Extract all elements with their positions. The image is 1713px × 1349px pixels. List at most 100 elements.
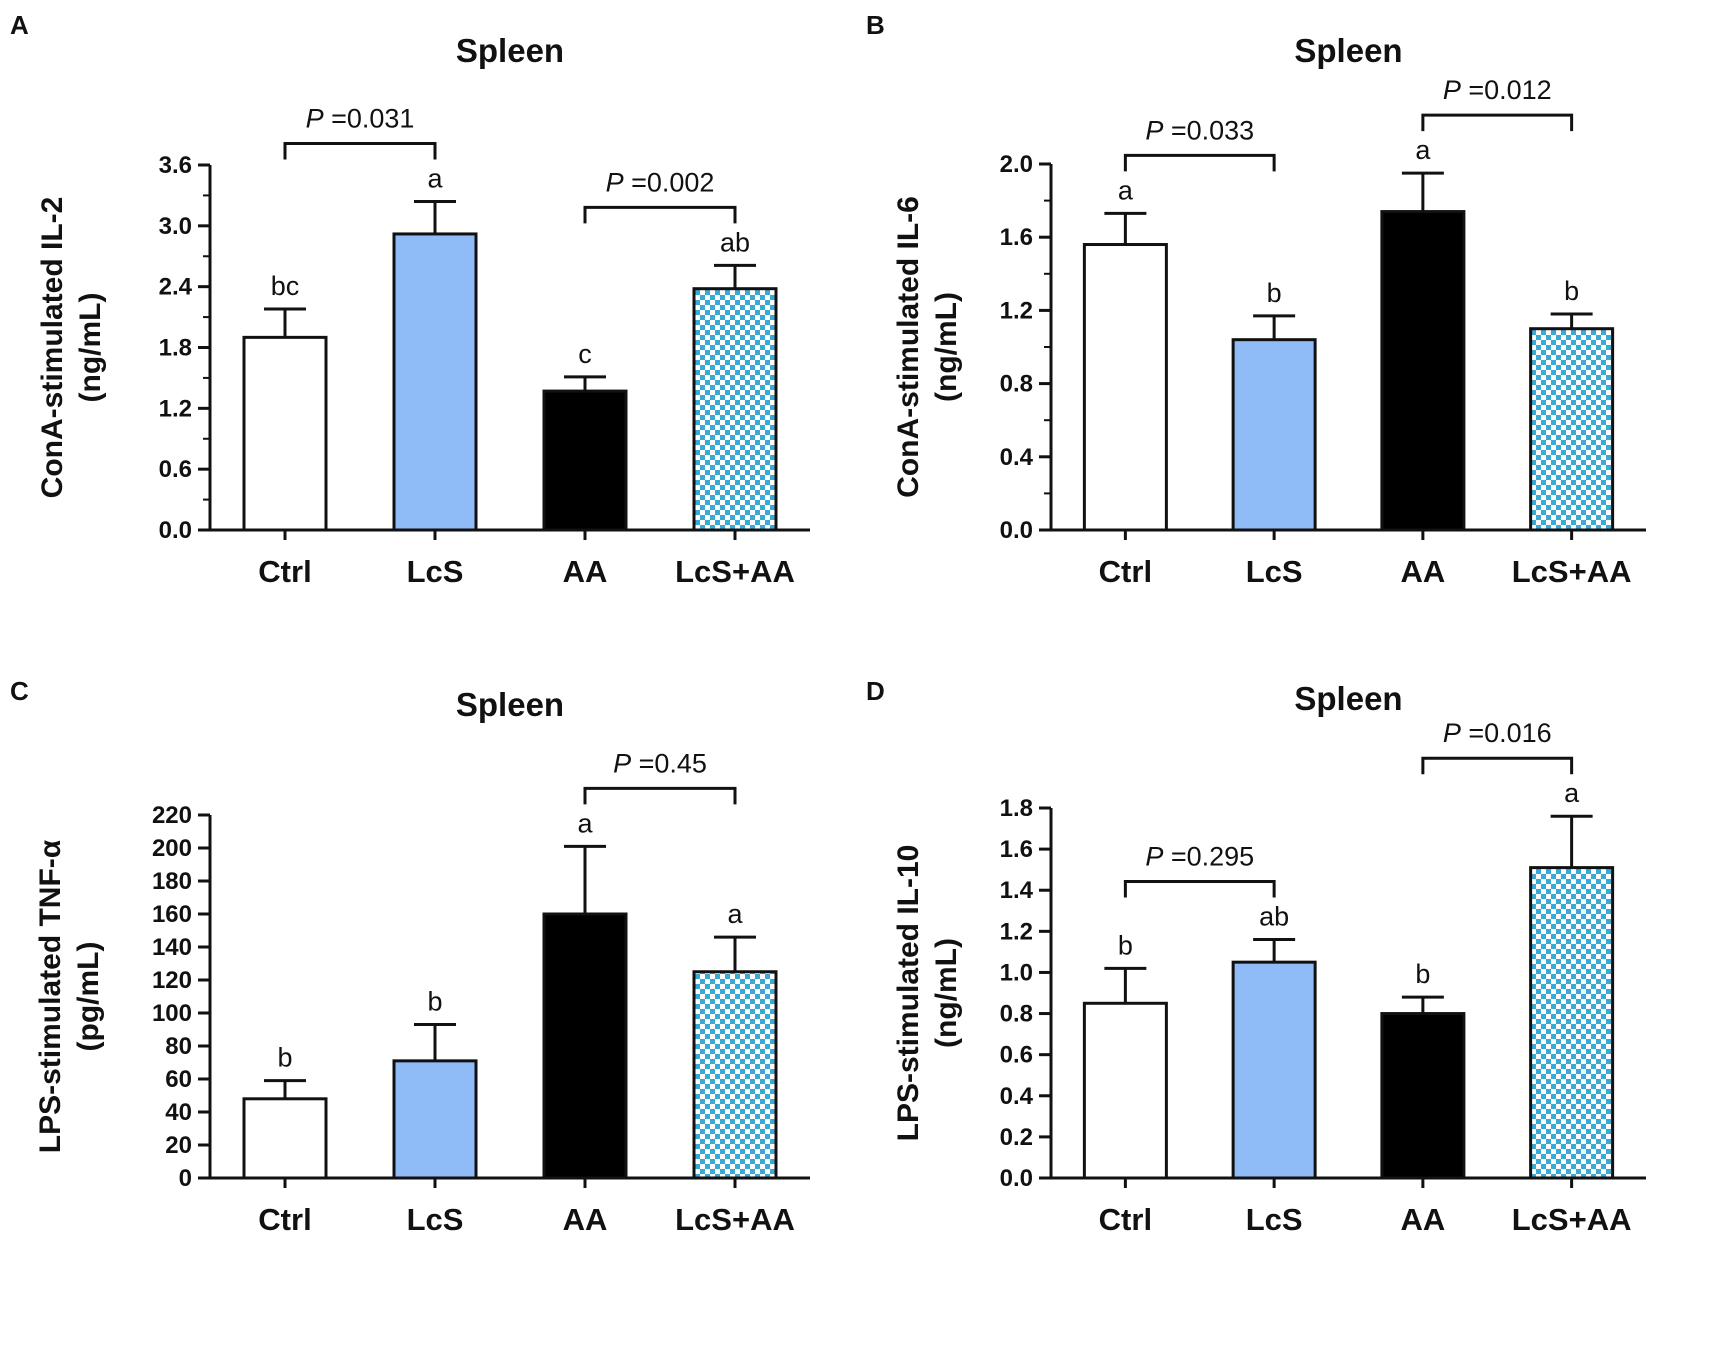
- category-label: AA: [1400, 554, 1445, 589]
- category-label: LcS+AA: [675, 554, 795, 589]
- y-axis-label-line1: LPS-stimulated IL-10: [892, 845, 925, 1142]
- p-value-symbol: P: [1443, 718, 1461, 748]
- comparison-bracket: [1123, 880, 1276, 898]
- y-tick-label: 140: [152, 934, 192, 961]
- bracket-line: [1123, 153, 1276, 172]
- significance-label: b: [1118, 930, 1133, 960]
- bar: [542, 912, 628, 1180]
- bar: [542, 389, 628, 532]
- y-tick-label: 40: [165, 1099, 192, 1126]
- y-axis-label: ConA-stimulated IL-6 (ng/mL): [892, 196, 963, 498]
- p-value-text: =0.016: [1461, 718, 1552, 748]
- y-axis-label-line1: LPS-stimulated TNF-α: [34, 839, 67, 1153]
- y-axis-label-line1: ConA-stimulated IL-2: [36, 197, 69, 499]
- category-label: LcS: [1246, 1202, 1303, 1237]
- y-tick-label: 1.0: [1000, 959, 1033, 986]
- bracket-line: [1421, 756, 1574, 775]
- p-value-symbol: P: [1145, 842, 1163, 872]
- y-tick-label: 1.2: [1000, 918, 1033, 945]
- p-value-label: P =0.016: [1443, 718, 1552, 748]
- category-label: LcS: [1246, 554, 1303, 589]
- y-tick-label: 1.6: [1000, 836, 1033, 863]
- y-tick-label: 0.8: [1000, 1001, 1033, 1028]
- y-tick-label: 3.6: [159, 152, 192, 179]
- chart-d: D Spleen LPS-stimulated IL-10 (ng/mL) 0.0 0.2…: [866, 676, 1646, 1237]
- panel-d: D Spleen LPS-stimulated IL-10 (ng/mL) 0.0 0.2…: [856, 674, 1712, 1348]
- category-label: AA: [1400, 1202, 1445, 1237]
- significance-label: a: [1564, 778, 1580, 808]
- y-tick-label: 120: [152, 967, 192, 994]
- significance-label: a: [427, 164, 443, 194]
- significance-label: a: [577, 808, 593, 838]
- category-label: LcS: [407, 554, 464, 589]
- bar: [392, 1059, 478, 1180]
- chart-title: Spleen: [1294, 680, 1402, 717]
- chart-title: Spleen: [456, 686, 564, 723]
- bar: [692, 970, 778, 1180]
- category-label: LcS: [407, 1202, 464, 1237]
- category-label: Ctrl: [258, 1202, 311, 1237]
- y-tick-label: 1.2: [159, 395, 192, 422]
- p-value-label: P =0.031: [306, 104, 415, 134]
- y-axis-label-line2: (ng/mL): [74, 293, 107, 403]
- y-tick-label: 2.0: [1000, 151, 1033, 178]
- significance-label: b: [1267, 278, 1282, 308]
- panel-letter: D: [866, 676, 885, 706]
- p-value-symbol: P: [613, 748, 631, 778]
- category-label: AA: [563, 554, 608, 589]
- bar: [692, 287, 778, 532]
- bracket-line: [1123, 880, 1276, 898]
- p-value-text: =0.012: [1461, 75, 1552, 105]
- p-value-text: =0.295: [1163, 842, 1254, 872]
- y-tick-label: 1.4: [1000, 877, 1034, 904]
- comparison-bracket: [583, 786, 737, 805]
- y-axis-label: LPS-stimulated TNF-α (pg/mL): [34, 839, 105, 1153]
- significance-label: b: [1415, 959, 1430, 989]
- y-tick-label: 1.6: [1000, 224, 1033, 251]
- significance-label: ab: [1259, 902, 1289, 932]
- panel-b: B Spleen ConA-stimulated IL-6 (ng/mL) 0.0 0.4…: [856, 0, 1712, 674]
- significance-label: b: [277, 1043, 292, 1073]
- p-value-symbol: P: [306, 104, 324, 134]
- category-label: Ctrl: [1099, 1202, 1152, 1237]
- y-tick-label: 1.2: [1000, 297, 1033, 324]
- bar: [1082, 243, 1168, 532]
- panel-letter: B: [866, 10, 885, 40]
- panel-letter: A: [10, 10, 29, 40]
- p-value-symbol: P: [606, 167, 624, 197]
- p-value-label: P =0.295: [1145, 842, 1254, 872]
- bar: [1529, 866, 1615, 1180]
- y-tick-label: 0: [179, 1165, 192, 1192]
- significance-label: b: [427, 987, 442, 1017]
- y-axis-label-line2: (ng/mL): [930, 938, 963, 1048]
- y-tick-label: 0.0: [159, 517, 192, 544]
- category-label: Ctrl: [1099, 554, 1152, 589]
- p-value-text: =0.033: [1163, 115, 1254, 145]
- bracket-line: [1421, 113, 1574, 132]
- y-tick-label: 20: [165, 1132, 192, 1159]
- significance-label: c: [578, 339, 592, 369]
- bracket-line: [283, 142, 437, 160]
- significance-label: a: [1118, 175, 1134, 205]
- y-axis-label-line2: (ng/mL): [930, 292, 963, 402]
- bar: [1231, 338, 1317, 532]
- bar: [392, 232, 478, 532]
- y-tick-label: 1.8: [159, 335, 192, 362]
- y-axis-label: ConA-stimulated IL-2 (ng/mL): [36, 197, 107, 499]
- y-tick-label: 80: [165, 1033, 192, 1060]
- p-value-text: =0.002: [624, 167, 715, 197]
- category-label: LcS+AA: [675, 1202, 795, 1237]
- p-value-symbol: P: [1443, 75, 1461, 105]
- chart-b: B Spleen ConA-stimulated IL-6 (ng/mL) 0.0 0.4…: [866, 10, 1646, 589]
- y-tick-label: 0.0: [1000, 517, 1033, 544]
- category-label: Ctrl: [258, 554, 311, 589]
- p-value-label: P =0.45: [613, 748, 707, 778]
- significance-label: a: [1415, 135, 1431, 165]
- significance-label: a: [727, 899, 743, 929]
- p-value-text: =0.031: [324, 104, 415, 134]
- y-tick-label: 220: [152, 802, 192, 829]
- y-tick-label: 0.6: [1000, 1042, 1033, 1069]
- bar: [1380, 1012, 1466, 1180]
- category-label: LcS+AA: [1512, 554, 1632, 589]
- p-value-text: =0.45: [631, 748, 707, 778]
